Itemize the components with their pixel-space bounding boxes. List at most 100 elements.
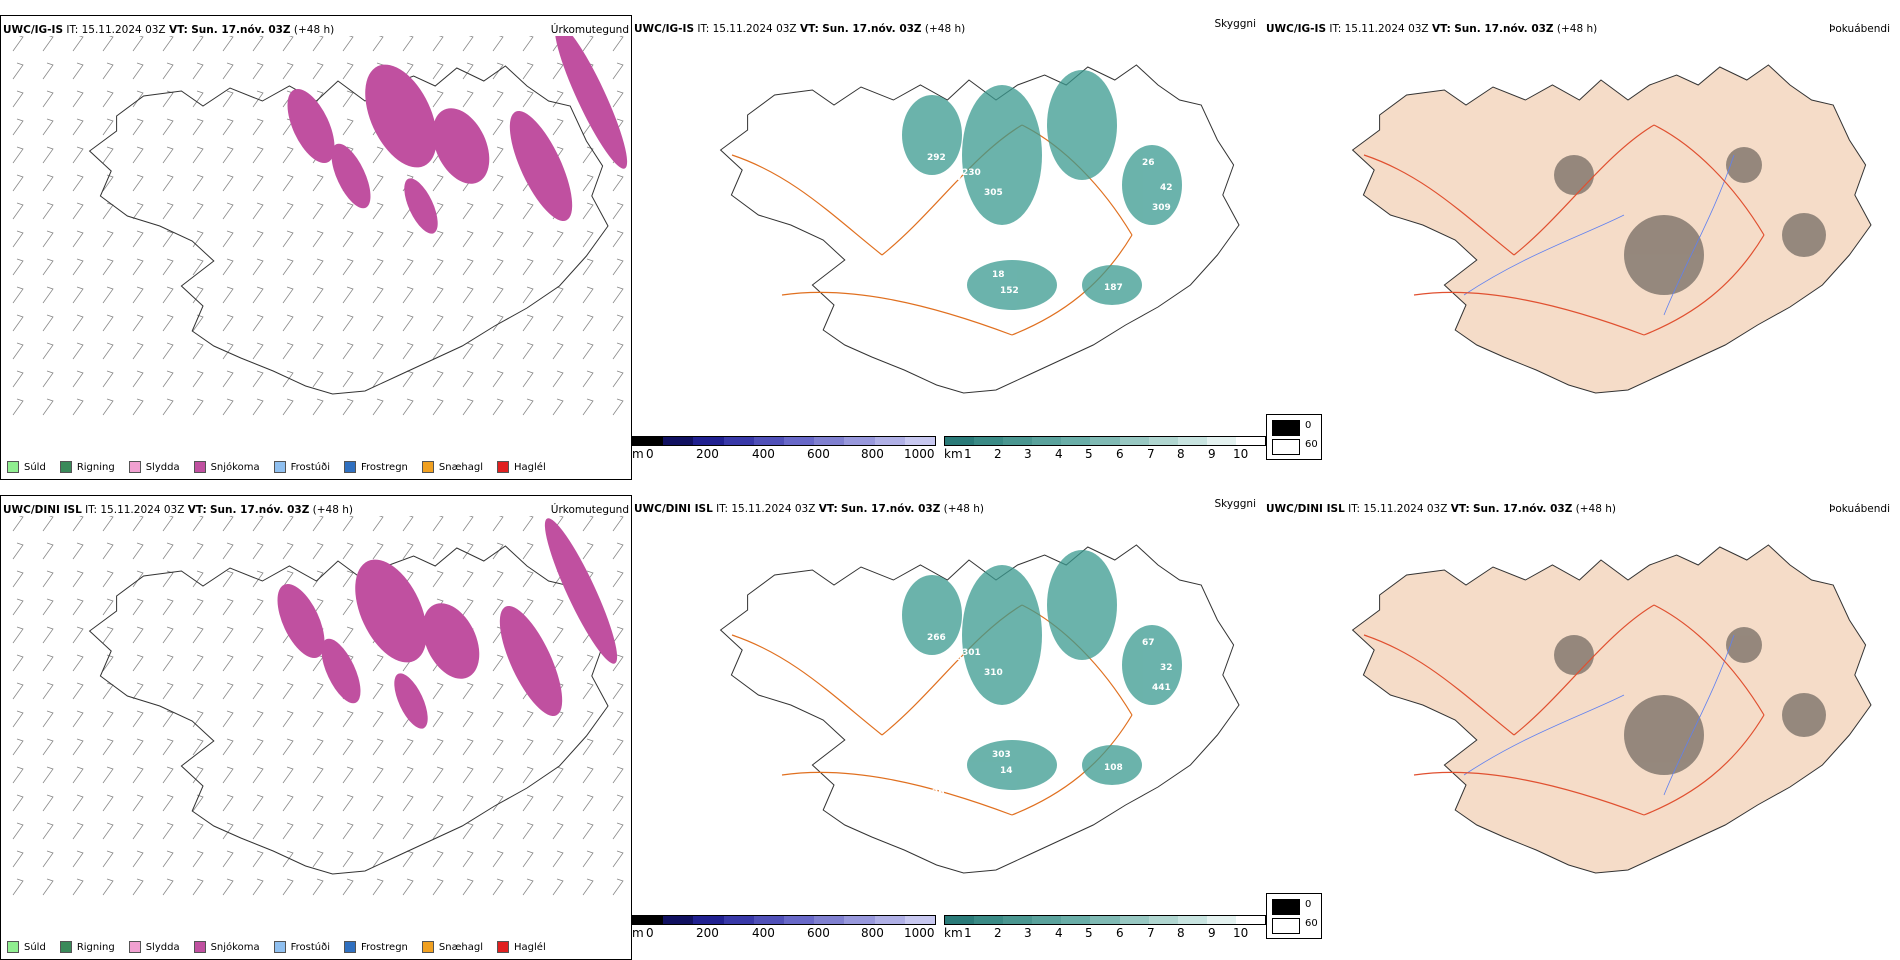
- wind-barb: [492, 62, 504, 80]
- wind-barb: [522, 878, 534, 896]
- visibility-tick: 5: [1085, 447, 1093, 461]
- wind-barb: [342, 286, 354, 304]
- legend-swatch: [421, 941, 434, 953]
- wind-barb: [132, 626, 144, 644]
- wind-barb: [432, 710, 444, 728]
- wind-barb: [492, 174, 504, 192]
- wind-barb: [102, 286, 114, 304]
- wind-barb: [522, 850, 534, 868]
- wind-barb: [132, 516, 144, 532]
- visibility-tick: 9: [1208, 926, 1216, 940]
- visibility-tick: 2: [994, 447, 1002, 461]
- fog-index-map: [1351, 544, 1872, 874]
- legend-label: Snæhagl: [438, 461, 484, 473]
- wind-barb: [282, 570, 294, 588]
- fog-scale-box-row1: 0 60: [1266, 414, 1322, 460]
- wind-barb: [552, 878, 564, 896]
- wind-barb: [342, 202, 354, 220]
- precip-type-panel-row2: UWC/DINI ISL IT: 15.11.2024 03Z VT: Sun.…: [0, 495, 632, 960]
- cloud-base-label: 212: [1057, 763, 1076, 773]
- wind-barb: [372, 516, 384, 532]
- wind-barb: [282, 794, 294, 812]
- wind-barb: [222, 766, 234, 784]
- wind-barb: [432, 850, 444, 868]
- wind-barb: [42, 118, 54, 136]
- cloud-base-unit: m: [632, 447, 644, 461]
- low-visibility-area: [1122, 625, 1182, 705]
- wind-barb: [612, 370, 624, 388]
- wind-barb: [492, 654, 504, 672]
- wind-barb: [402, 258, 414, 276]
- wind-barb: [132, 398, 144, 416]
- wind-barb: [252, 766, 264, 784]
- wind-barb: [342, 570, 354, 588]
- wind-barb: [132, 738, 144, 756]
- cloud-base-tick: 1000: [904, 447, 935, 461]
- panel-product-title: Úrkomutegund: [550, 504, 629, 516]
- wind-barb: [222, 202, 234, 220]
- wind-barb: [12, 314, 24, 332]
- wind-barb: [12, 342, 24, 360]
- wind-barb: [522, 90, 534, 108]
- wind-barb: [192, 542, 204, 560]
- wind-barb: [72, 738, 84, 756]
- road: [731, 154, 883, 256]
- cloud-base-label: 14: [1000, 766, 1013, 776]
- legend-item: Haglél: [497, 461, 546, 473]
- wind-barb: [462, 258, 474, 276]
- cloud-base-label: 842: [1024, 253, 1043, 263]
- cloud-base-label: 210: [938, 266, 957, 276]
- cloud-base-label: 65: [1034, 708, 1047, 718]
- wind-barb: [492, 794, 504, 812]
- wind-barb: [492, 202, 504, 220]
- wind-barb: [432, 398, 444, 416]
- wind-barb: [402, 738, 414, 756]
- cloud-base-tick: 400: [752, 926, 775, 940]
- wind-barb: [462, 62, 474, 80]
- wind-barb: [462, 342, 474, 360]
- low-visibility-area: [1082, 265, 1142, 305]
- visibility-tick: 6: [1116, 447, 1124, 461]
- panel-product-title: Skyggni: [1214, 498, 1257, 510]
- wind-barb: [162, 654, 174, 672]
- road: [781, 291, 1013, 336]
- wind-barb: [252, 174, 264, 192]
- legend-swatch: [344, 941, 356, 953]
- wind-barb: [342, 598, 354, 616]
- cloud-base-label: 26: [932, 788, 945, 798]
- wind-barb: [102, 342, 114, 360]
- wind-barb: [552, 794, 564, 812]
- fog-index-map: [1351, 64, 1872, 394]
- wind-barb: [342, 822, 354, 840]
- wind-barb: [12, 62, 24, 80]
- wind-barb: [132, 62, 144, 80]
- wind-barb: [222, 850, 234, 868]
- river: [1663, 154, 1735, 316]
- cloud-base-label: 497: [1024, 733, 1043, 743]
- wind-barb: [192, 258, 204, 276]
- wind-barb: [102, 516, 114, 532]
- legend-item: Súld: [7, 461, 46, 473]
- wind-barb: [552, 370, 564, 388]
- wind-barb: [492, 766, 504, 784]
- wind-barb: [42, 516, 54, 532]
- wind-barb: [612, 62, 624, 80]
- visibility-tick: 5: [1085, 926, 1093, 940]
- wind-barb: [522, 342, 534, 360]
- wind-barb: [402, 794, 414, 812]
- wind-barb: [252, 314, 264, 332]
- cloud-base-label: 43: [950, 653, 963, 663]
- snow-area: [509, 110, 573, 222]
- visibility-tick: 6: [1116, 926, 1124, 940]
- wind-barb: [492, 850, 504, 868]
- panel-header: UWC/DINI ISL IT: 15.11.2024 03Z VT: Sun.…: [634, 503, 985, 515]
- wind-barb: [72, 36, 84, 52]
- wind-barb: [222, 516, 234, 532]
- panel-header: UWC/DINI ISL IT: 15.11.2024 03Z VT: Sun.…: [1266, 503, 1617, 515]
- wind-barb: [162, 286, 174, 304]
- panel-product-title: Þokuábendi: [1829, 23, 1890, 35]
- wind-barb: [612, 822, 624, 840]
- wind-barb: [462, 598, 474, 616]
- wind-barb: [612, 174, 624, 192]
- wind-barb: [192, 850, 204, 868]
